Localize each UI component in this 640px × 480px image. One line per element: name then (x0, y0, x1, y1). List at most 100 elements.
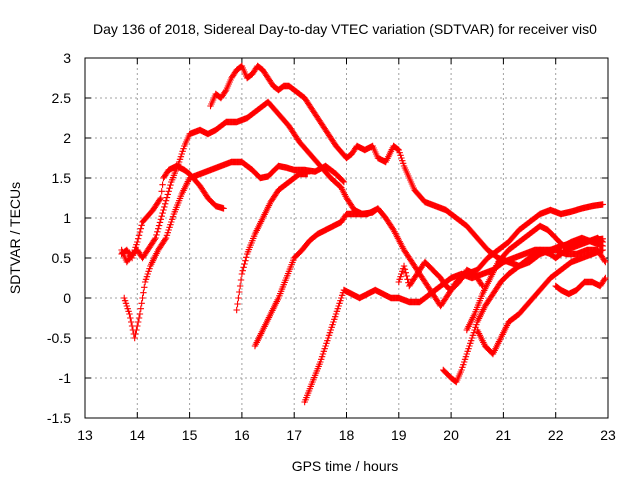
data-point (162, 197, 170, 204)
data-point (140, 289, 147, 296)
data-point (402, 269, 409, 276)
data-point (152, 234, 159, 242)
data-point (239, 267, 246, 274)
y-axis-label: SDTVAR / TECUs (7, 182, 23, 294)
y-tick-label: 3 (63, 50, 71, 66)
x-tick-label: 19 (391, 427, 407, 443)
data-point (154, 228, 161, 235)
data-point (166, 185, 173, 192)
data-point (163, 194, 171, 201)
series-4 (207, 62, 606, 270)
data-point (134, 238, 141, 246)
x-tick-label: 16 (234, 427, 250, 443)
data-point (156, 219, 164, 226)
data-point (340, 178, 348, 186)
x-tick-label: 14 (130, 427, 146, 443)
data-point (157, 216, 165, 223)
series-8 (395, 258, 486, 294)
x-tick-label: 15 (182, 427, 198, 443)
data-point (161, 236, 169, 243)
data-point (400, 262, 408, 270)
data-point (243, 254, 250, 261)
data-point (602, 274, 609, 282)
data-point (599, 242, 606, 250)
data-point (134, 318, 142, 326)
series-9 (440, 234, 606, 386)
data-point (599, 201, 606, 208)
data-point (133, 326, 140, 334)
y-tick-label: 0.5 (52, 250, 72, 266)
data-point (127, 314, 134, 322)
data-point (151, 236, 158, 243)
data-point (132, 330, 139, 338)
data-point (139, 294, 146, 302)
data-point (141, 284, 148, 291)
series-6 (251, 206, 379, 350)
y-tick-label: 1.5 (52, 170, 72, 186)
data-point (137, 225, 144, 232)
x-tick-label: 20 (443, 427, 459, 443)
data-point (159, 181, 166, 188)
y-tick-label: 2 (63, 130, 71, 146)
data-point (236, 288, 243, 296)
data-point (126, 310, 133, 318)
data-point (136, 228, 144, 236)
y-tick-label: -1.5 (47, 410, 71, 426)
data-point (158, 188, 165, 195)
series-2 (118, 98, 606, 310)
x-axis-label: GPS time / hours (292, 458, 399, 474)
data-points (118, 62, 609, 406)
data-point (394, 146, 402, 153)
data-point (127, 318, 135, 326)
data-point (157, 194, 165, 202)
data-point (155, 225, 162, 232)
tick-labels: 13 14 15 16 17 18 19 20 21 22 23-1.5-1-0.500.511.5… (47, 50, 616, 443)
data-point (233, 306, 240, 314)
data-point (135, 314, 143, 322)
data-point (235, 294, 242, 302)
data-point (222, 88, 229, 95)
data-point (160, 206, 167, 214)
x-tick-label: 13 (77, 427, 93, 443)
data-point (138, 222, 145, 229)
y-tick-label: -1 (59, 370, 72, 386)
data-point (234, 300, 241, 308)
data-point (138, 300, 145, 307)
x-tick-label: 23 (600, 427, 616, 443)
series-5 (233, 170, 311, 314)
data-point (134, 322, 141, 330)
y-tick-label: 2.5 (52, 90, 72, 106)
data-point (404, 276, 411, 283)
data-point (156, 196, 164, 203)
data-point (602, 258, 609, 266)
data-point (137, 305, 144, 312)
ticks (84, 57, 609, 419)
data-point (237, 276, 245, 284)
series-10 (474, 246, 606, 358)
data-point (403, 272, 410, 280)
data-point (165, 188, 172, 195)
data-point (158, 213, 165, 220)
data-point (136, 310, 144, 318)
data-point (401, 266, 409, 273)
data-point (238, 270, 246, 278)
data-point (135, 232, 143, 239)
data-point (164, 191, 172, 198)
y-tick-label: -0.5 (47, 330, 71, 346)
data-point (339, 177, 347, 185)
data-point (167, 181, 174, 189)
data-point (153, 231, 160, 239)
x-tick-label: 22 (548, 427, 564, 443)
data-point (161, 203, 168, 211)
data-point (372, 206, 379, 214)
data-point (155, 222, 163, 229)
y-tick-label: 1 (63, 210, 71, 226)
data-point (131, 334, 138, 342)
x-tick-label: 17 (286, 427, 302, 443)
data-point (601, 276, 608, 283)
data-point (240, 264, 247, 271)
data-point (220, 205, 227, 212)
chart-title: Day 136 of 2018, Sidereal Day-to-day VTE… (93, 21, 597, 37)
data-point (241, 260, 248, 268)
